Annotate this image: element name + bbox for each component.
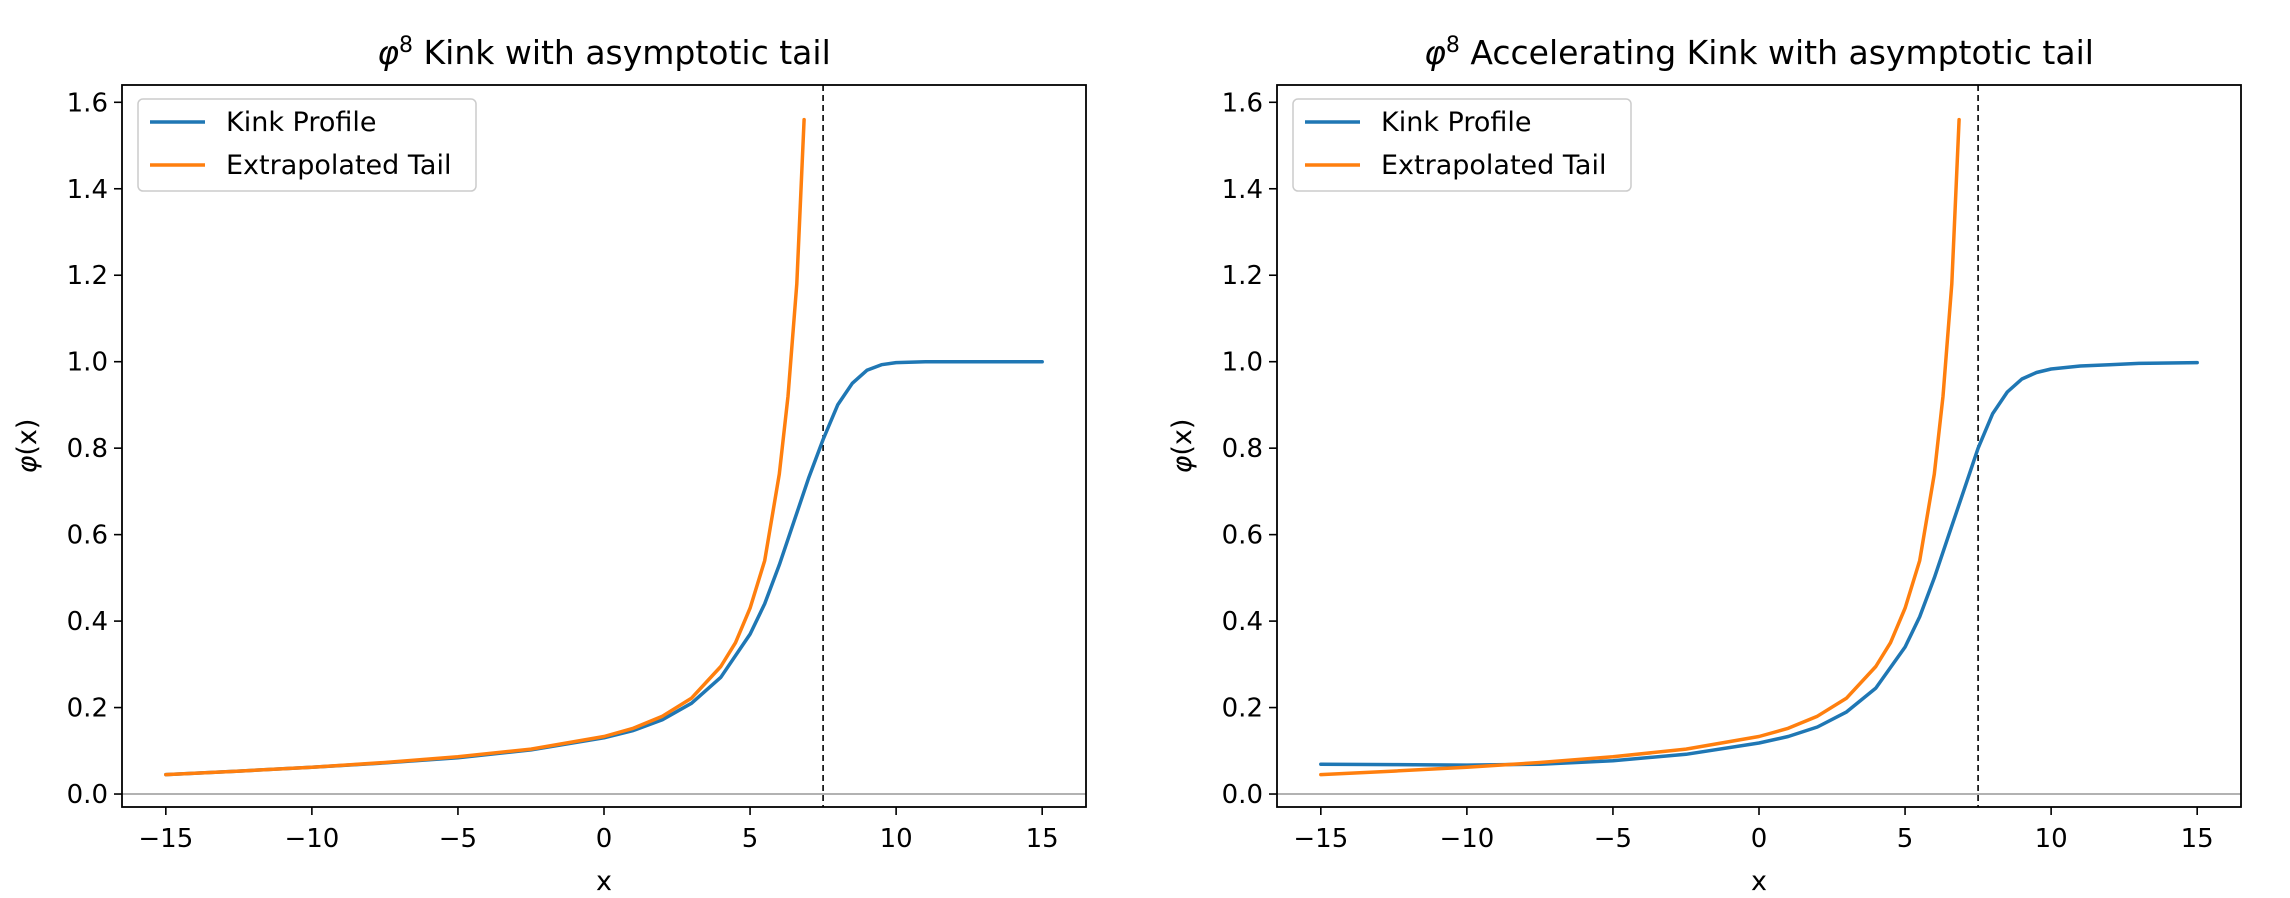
left-ytick-label: 1.6 (67, 88, 108, 118)
left-chart-panel: φ8 Kink with asymptotic tail −15 −10 −5 0 5 1… (12, 33, 1087, 897)
right-chart-plot-area: −15 −10 −5 0 5 10 15 0.0 0.2 0.4 0.6 0.8 1.0 1.2 1.4 1.… (1222, 84, 2242, 854)
left-ytick-label: 1.0 (67, 348, 108, 378)
right-chart-xlabel: x (1751, 866, 1767, 897)
left-xtick-label: −5 (439, 824, 477, 854)
left-ytick-label: 1.2 (67, 261, 108, 291)
left-ytick-label: 0.0 (67, 780, 108, 810)
right-ytick-label: 0.0 (1222, 780, 1263, 810)
left-axes-frame (121, 84, 1087, 808)
right-chart-panel: φ8 Accelerating Kink with asymptotic tai… (1167, 33, 2242, 897)
right-ytick-label: 1.0 (1222, 348, 1263, 378)
right-xtick-label: 0 (1751, 824, 1768, 854)
right-chart-title: φ8 Accelerating Kink with asymptotic tai… (1424, 33, 2094, 72)
right-ytick-label: 0.6 (1222, 521, 1263, 551)
left-ytick-label: 0.4 (67, 607, 108, 637)
left-chart-legend: Kink Profile Extrapolated Tail (137, 98, 477, 192)
left-legend-frame (137, 98, 477, 192)
right-xtick-label: −15 (1293, 824, 1348, 854)
right-chart-legend: Kink Profile Extrapolated Tail (1292, 98, 1632, 192)
left-xtick-label: 15 (1026, 824, 1059, 854)
left-chart-plot-area: −15 −10 −5 0 5 10 15 0.0 0.2 0.4 0.6 0.8 1.0 1.2 1.4 1.… (67, 84, 1087, 854)
right-series-extrapolated-tail (1319, 117, 1961, 777)
left-series-kink-profile (164, 359, 1044, 777)
left-ytick-label: 0.2 (67, 694, 108, 724)
left-ytick-label: 0.8 (67, 434, 108, 464)
right-legend-label-kink: Kink Profile (1381, 107, 1532, 138)
left-series-extrapolated-tail (164, 117, 806, 777)
right-legend-frame (1292, 98, 1632, 192)
right-ytick-label: 0.2 (1222, 694, 1263, 724)
right-legend-label-tail: Extrapolated Tail (1381, 150, 1606, 181)
left-xtick-label: −15 (138, 824, 193, 854)
right-ytick-label: 0.8 (1222, 434, 1263, 464)
right-ytick-label: 0.4 (1222, 607, 1263, 637)
left-chart-xlabel: x (596, 866, 612, 897)
right-xtick-label: 5 (1897, 824, 1914, 854)
left-ytick-label: 0.6 (67, 521, 108, 551)
left-ytick-label: 1.4 (67, 175, 108, 205)
right-ytick-label: 1.2 (1222, 261, 1263, 291)
right-xtick-label: 15 (2181, 824, 2214, 854)
right-ytick-label: 1.6 (1222, 88, 1263, 118)
right-chart-ylabel: φ(x) (1167, 419, 1198, 474)
right-xtick-label: −5 (1594, 824, 1632, 854)
left-chart-title: φ8 Kink with asymptotic tail (377, 33, 831, 72)
right-xtick-label: 10 (2035, 824, 2068, 854)
left-xtick-label: 5 (742, 824, 759, 854)
left-legend-label-tail: Extrapolated Tail (226, 150, 451, 181)
right-xtick-label: −10 (1439, 824, 1494, 854)
left-xtick-label: 10 (880, 824, 913, 854)
right-series-kink-profile (1319, 360, 2199, 767)
left-chart-ylabel: φ(x) (12, 419, 43, 474)
right-axes-frame (1276, 84, 2242, 808)
left-xtick-label: 0 (596, 824, 613, 854)
left-xtick-label: −10 (284, 824, 339, 854)
right-ytick-label: 1.4 (1222, 175, 1263, 205)
left-legend-label-kink: Kink Profile (226, 107, 377, 138)
